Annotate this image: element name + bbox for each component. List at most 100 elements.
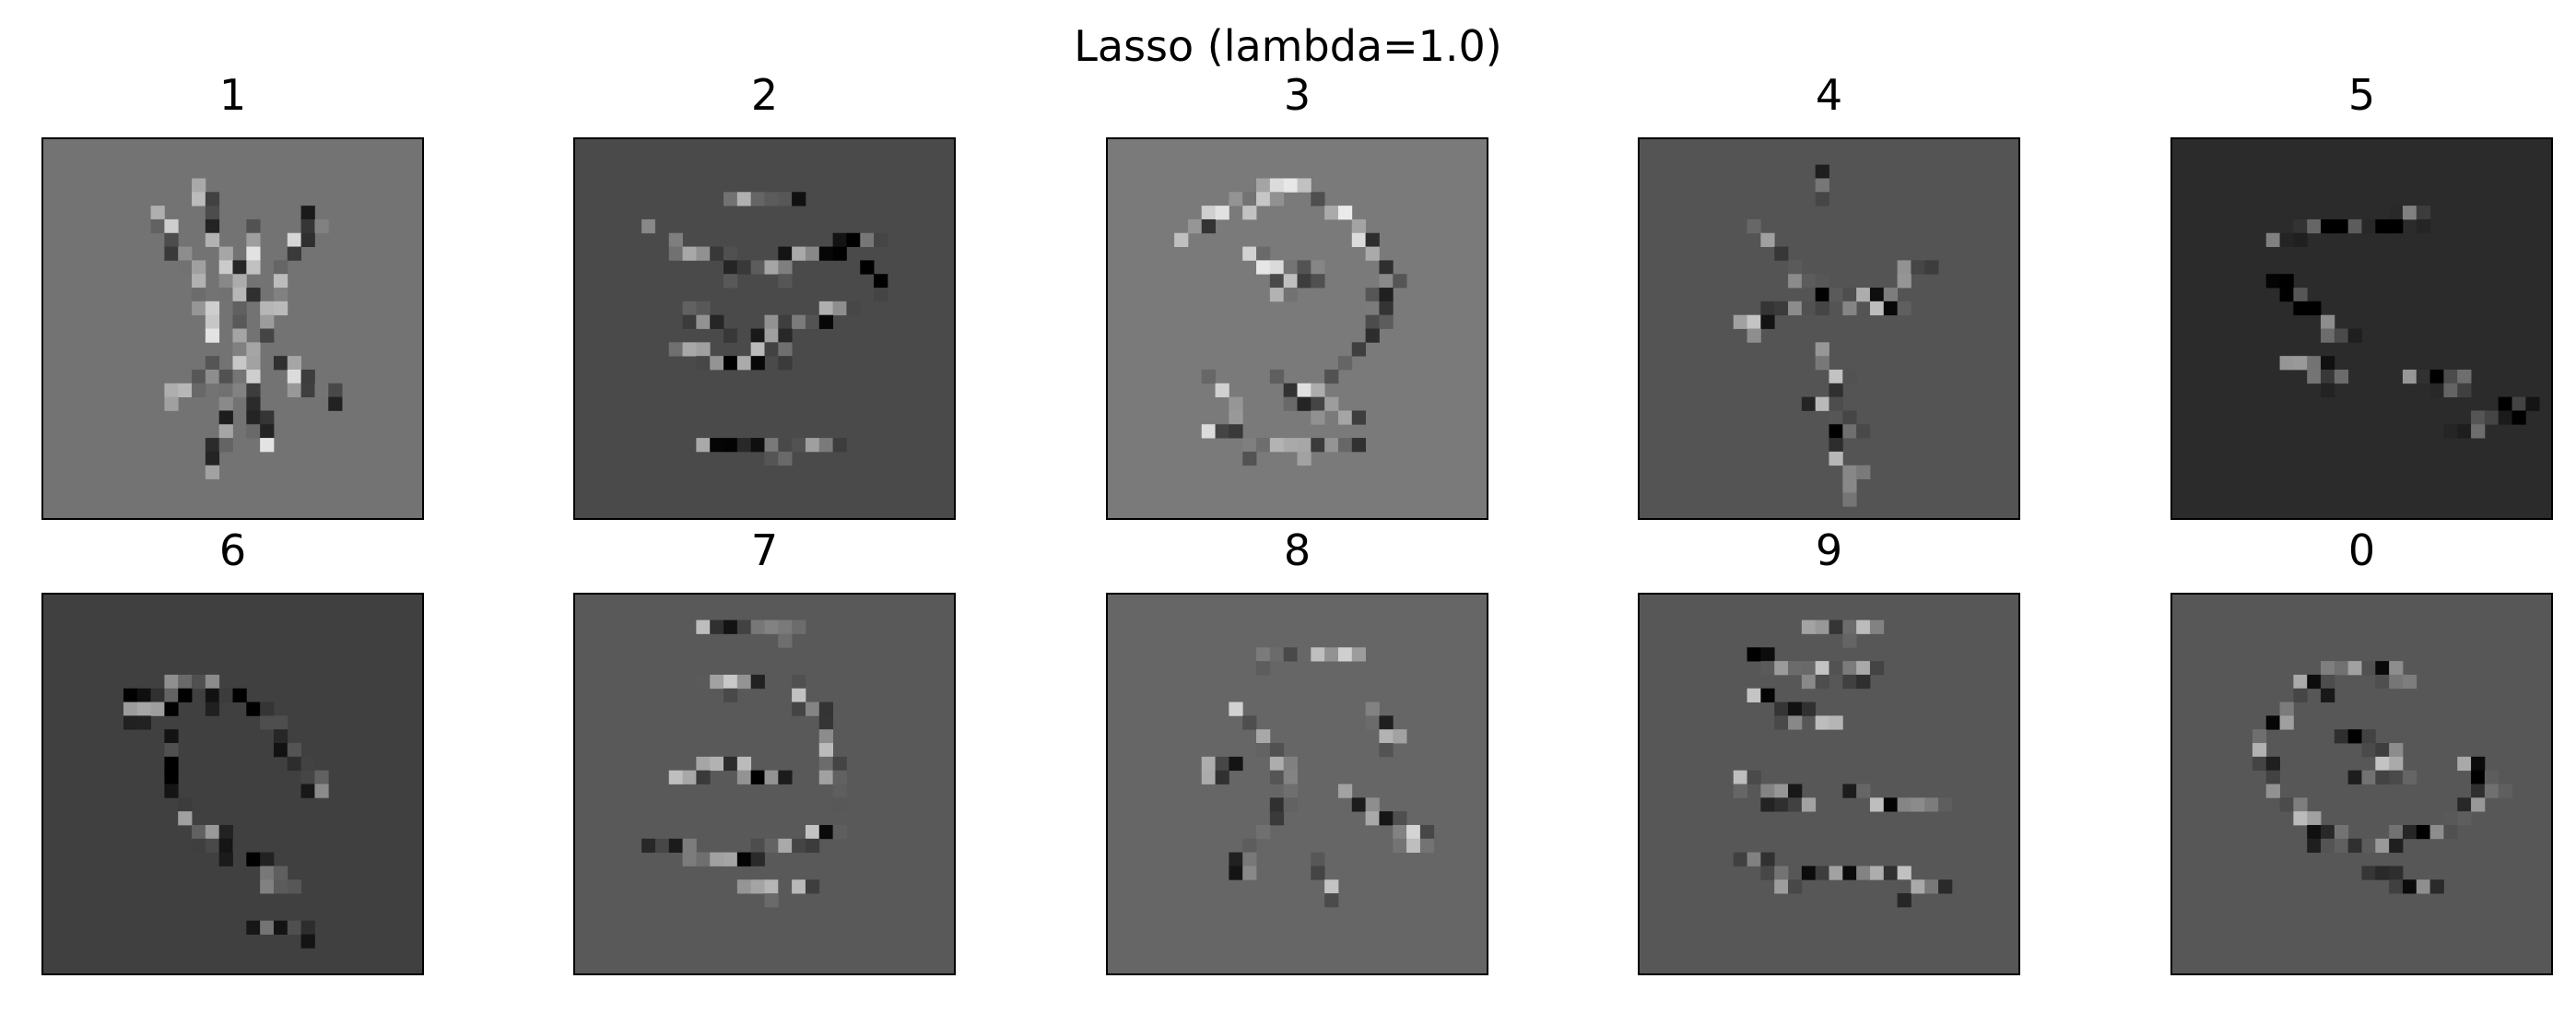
heatmap-cell [1311,192,1325,206]
heatmap-cell [287,383,302,398]
heatmap-cell [246,356,261,371]
heatmap-cell [300,369,315,384]
heatmap-cell [1379,288,1394,302]
heatmap-cell [1788,715,1803,730]
heatmap-cell [246,424,261,439]
panel-title: 7 [750,525,779,575]
heatmap-cell [328,396,343,411]
heatmap-cell [1924,260,1939,275]
heatmap-cell [1256,246,1271,261]
heatmap-cell [2321,328,2335,343]
heatmap-cell [164,756,179,772]
heatmap-cell [764,438,779,453]
heatmap-cell [1201,770,1216,784]
heatmap-cell [668,770,683,784]
heatmap-cell [1351,410,1367,425]
heatmap-cell [2334,824,2349,840]
heatmap-cell [1379,715,1394,730]
heatmap-cell [778,192,793,206]
heatmap-cell [164,383,179,398]
heatmap-cell [1379,301,1394,316]
heatmap-cell [1856,674,1871,690]
heatmap-cell [1788,661,1803,676]
heatmap-cell [273,729,288,744]
heatmap-cell [1801,396,1817,411]
heatmap-cell [764,770,779,784]
heatmap-cell [792,838,806,854]
heatmap-cell [1938,879,1953,894]
heatmap-cell [2279,797,2294,812]
heatmap-cell [1365,314,1380,329]
heatmap-cell [2361,770,2376,784]
heatmap-cell [792,674,806,690]
heatmap-cell [2361,729,2376,744]
heatmap-cell [874,274,888,289]
heatmap-cell [778,770,793,784]
heatmap-cell [1897,260,1911,275]
heatmap-cell [1883,301,1899,316]
heatmap-cell [287,369,302,384]
heatmap-cell [2321,688,2335,702]
coefficient-panel: 9 [1638,525,2020,975]
heatmap-cell [192,301,206,316]
heatmap-cell [2347,218,2362,234]
heatmap-cell [1283,438,1298,453]
heatmap-cell [273,715,288,730]
heatmap-cell [300,784,315,798]
heatmap-cell [696,438,711,453]
heatmap-cell [164,232,179,247]
heatmap-cell [260,424,275,439]
heatmap-cell [1842,465,1857,479]
heatmap-cell [778,260,793,275]
heatmap-cell [1829,451,1843,466]
heatmap-cell [192,369,206,384]
heatmap-cell [1760,647,1775,662]
heatmap-cell [1774,866,1789,880]
heatmap-cell [246,342,261,357]
heatmap-cell [1788,301,1803,316]
heatmap-cell [218,824,233,840]
heatmap-cell [232,356,247,371]
heatmap-cell [1283,647,1298,662]
heatmap-cell [218,410,233,425]
heatmap-cell [314,770,329,784]
heatmap-cell [1337,784,1353,798]
heatmap-cell [260,702,275,716]
coefficient-panel: 2 [573,70,956,520]
heatmap-cell [764,619,779,634]
heatmap-cell [2471,784,2486,798]
heatmap-cell [1856,866,1871,880]
heatmap-cell [1242,451,1257,466]
heatmap-cell [192,838,206,854]
heatmap-cell [750,879,765,894]
heatmap-cell [1365,715,1380,730]
heatmap-cell [792,438,806,453]
heatmap-cell [2389,866,2404,880]
heatmap-cell [2402,879,2417,894]
heatmap-cell [1842,424,1857,439]
heatmap-cell [1337,206,1353,220]
heatmap-cell [2293,232,2308,247]
heatmap-cell [2307,674,2322,690]
heatmap-cell [178,811,193,826]
heatmap-cell [2361,661,2376,676]
heatmap-cell [218,369,233,384]
heatmap-background [41,593,424,975]
heatmap-cell [232,838,247,854]
heatmap-cell [1283,260,1298,275]
heatmap-cell [764,342,779,357]
heatmap-image [1638,593,2020,975]
heatmap-cell [1774,661,1789,676]
heatmap-cell [205,369,220,384]
heatmap-cell [2279,702,2294,716]
heatmap-cell [232,369,247,384]
heatmap-cell [1256,438,1271,453]
heatmap-cell [736,674,752,690]
heatmap-cell [2511,410,2526,425]
heatmap-cell [696,619,711,634]
heatmap-cell [1815,274,1829,289]
heatmap-cell [2416,369,2431,384]
heatmap-cell [1351,438,1367,453]
heatmap-cell [1829,661,1843,676]
heatmap-cell [710,246,724,261]
